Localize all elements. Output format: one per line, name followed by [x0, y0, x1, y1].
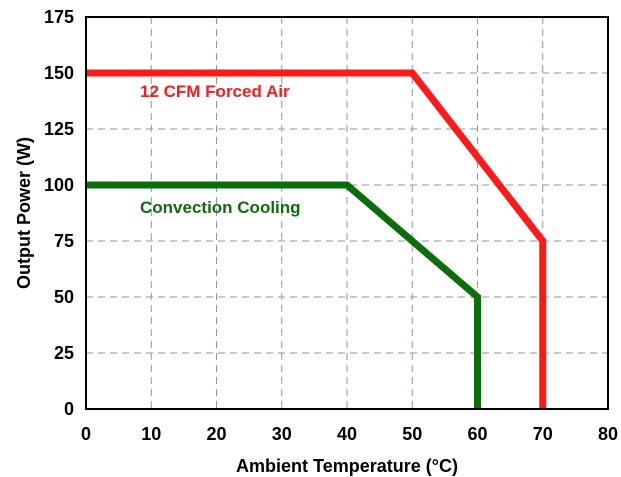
y-tick-label: 150: [44, 63, 74, 83]
series-line-forced-air: [86, 69, 547, 409]
y-tick-label: 75: [54, 231, 74, 251]
x-tick-label: 0: [81, 424, 91, 444]
x-tick-label: 50: [402, 424, 422, 444]
x-tick-label: 60: [467, 424, 487, 444]
plot-frame: [85, 16, 609, 410]
x-axis-title: Ambient Temperature (°C): [236, 456, 458, 476]
y-tick-label: 175: [44, 7, 74, 27]
y-tick-label: 25: [54, 343, 74, 363]
x-tick-label: 70: [533, 424, 553, 444]
series-label-convection: Convection Cooling: [140, 198, 301, 217]
y-axis-title: Output Power (W): [14, 137, 34, 289]
x-tick-label: 80: [598, 424, 618, 444]
x-tick-label: 10: [141, 424, 161, 444]
y-tick-label: 50: [54, 287, 74, 307]
y-tick-label: 100: [44, 175, 74, 195]
x-tick-label: 30: [272, 424, 292, 444]
series-label-forced-air: 12 CFM Forced Air: [140, 82, 290, 101]
series-line-convection: [86, 181, 481, 409]
grid-lines: [86, 17, 608, 409]
x-tick-label: 40: [337, 424, 357, 444]
y-tick-labels: 0 25 50 75 100 125 150 175: [44, 7, 74, 419]
x-tick-labels: 0 10 20 30 40 50 60 70 80: [81, 424, 618, 444]
series-lines: [86, 69, 547, 409]
x-tick-label: 20: [206, 424, 226, 444]
y-tick-label: 125: [44, 119, 74, 139]
y-tick-label: 0: [64, 399, 74, 419]
